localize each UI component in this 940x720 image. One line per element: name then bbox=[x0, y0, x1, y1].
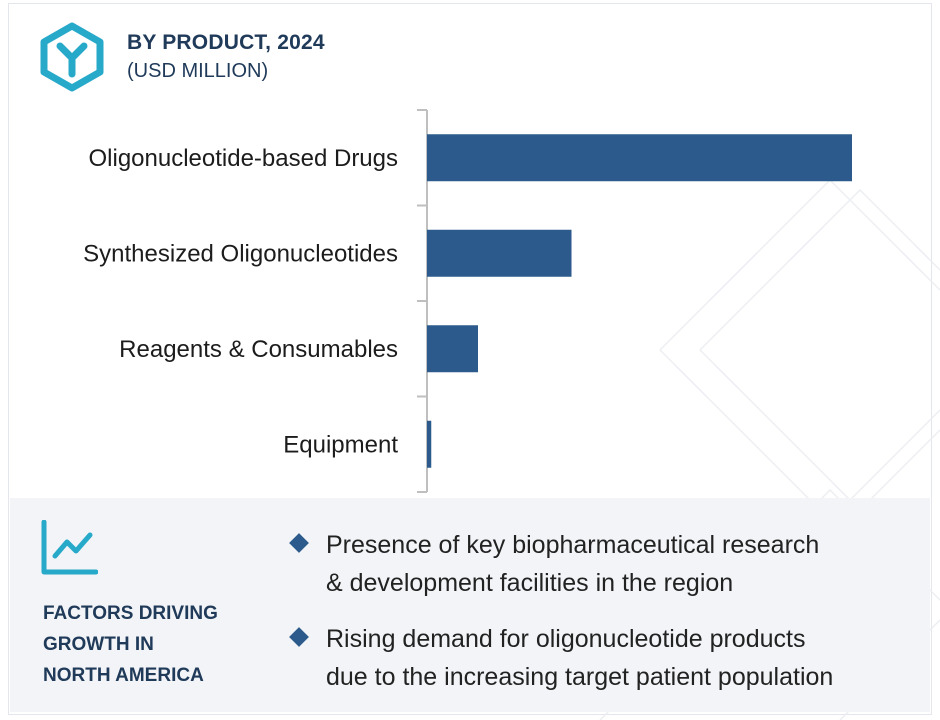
category-label: Oligonucleotide-based Drugs bbox=[88, 145, 398, 172]
factor-text: Presence of key biopharmaceutical resear… bbox=[326, 526, 916, 602]
factors-panel bbox=[10, 498, 930, 712]
factors-title-line: NORTH AMERICA bbox=[43, 665, 204, 686]
chart-subtitle: (USD MILLION) bbox=[127, 60, 269, 82]
chart-title: BY PRODUCT, 2024 bbox=[127, 31, 325, 54]
factors-title-line: GROWTH IN bbox=[43, 634, 154, 655]
bar bbox=[427, 134, 852, 182]
factors-title-line: FACTORS DRIVING bbox=[43, 603, 218, 624]
factor-text: Rising demand for oligonucleotide produc… bbox=[326, 620, 916, 696]
bar-chart: Oligonucleotide-based Drugs Synthesized O… bbox=[83, 109, 852, 493]
factor-text-line: Presence of key biopharmaceutical resear… bbox=[326, 531, 820, 559]
factor-text-line: & development facilities in the region bbox=[326, 569, 734, 597]
factors-title: FACTORS DRIVING GROWTH IN NORTH AMERICA bbox=[43, 598, 218, 691]
factor-text-line: Rising demand for oligonucleotide produc… bbox=[326, 625, 806, 653]
line-chart-trend-icon bbox=[41, 520, 98, 575]
bar bbox=[427, 420, 432, 468]
bar bbox=[427, 325, 478, 373]
category-label: Equipment bbox=[283, 431, 398, 458]
factor-text-line: due to the increasing target patient pop… bbox=[326, 663, 834, 691]
bar bbox=[427, 229, 572, 277]
category-label: Reagents & Consumables bbox=[119, 336, 398, 363]
category-label: Synthesized Oligonucleotides bbox=[83, 240, 398, 267]
hexagon-y-logo-icon bbox=[40, 22, 104, 92]
